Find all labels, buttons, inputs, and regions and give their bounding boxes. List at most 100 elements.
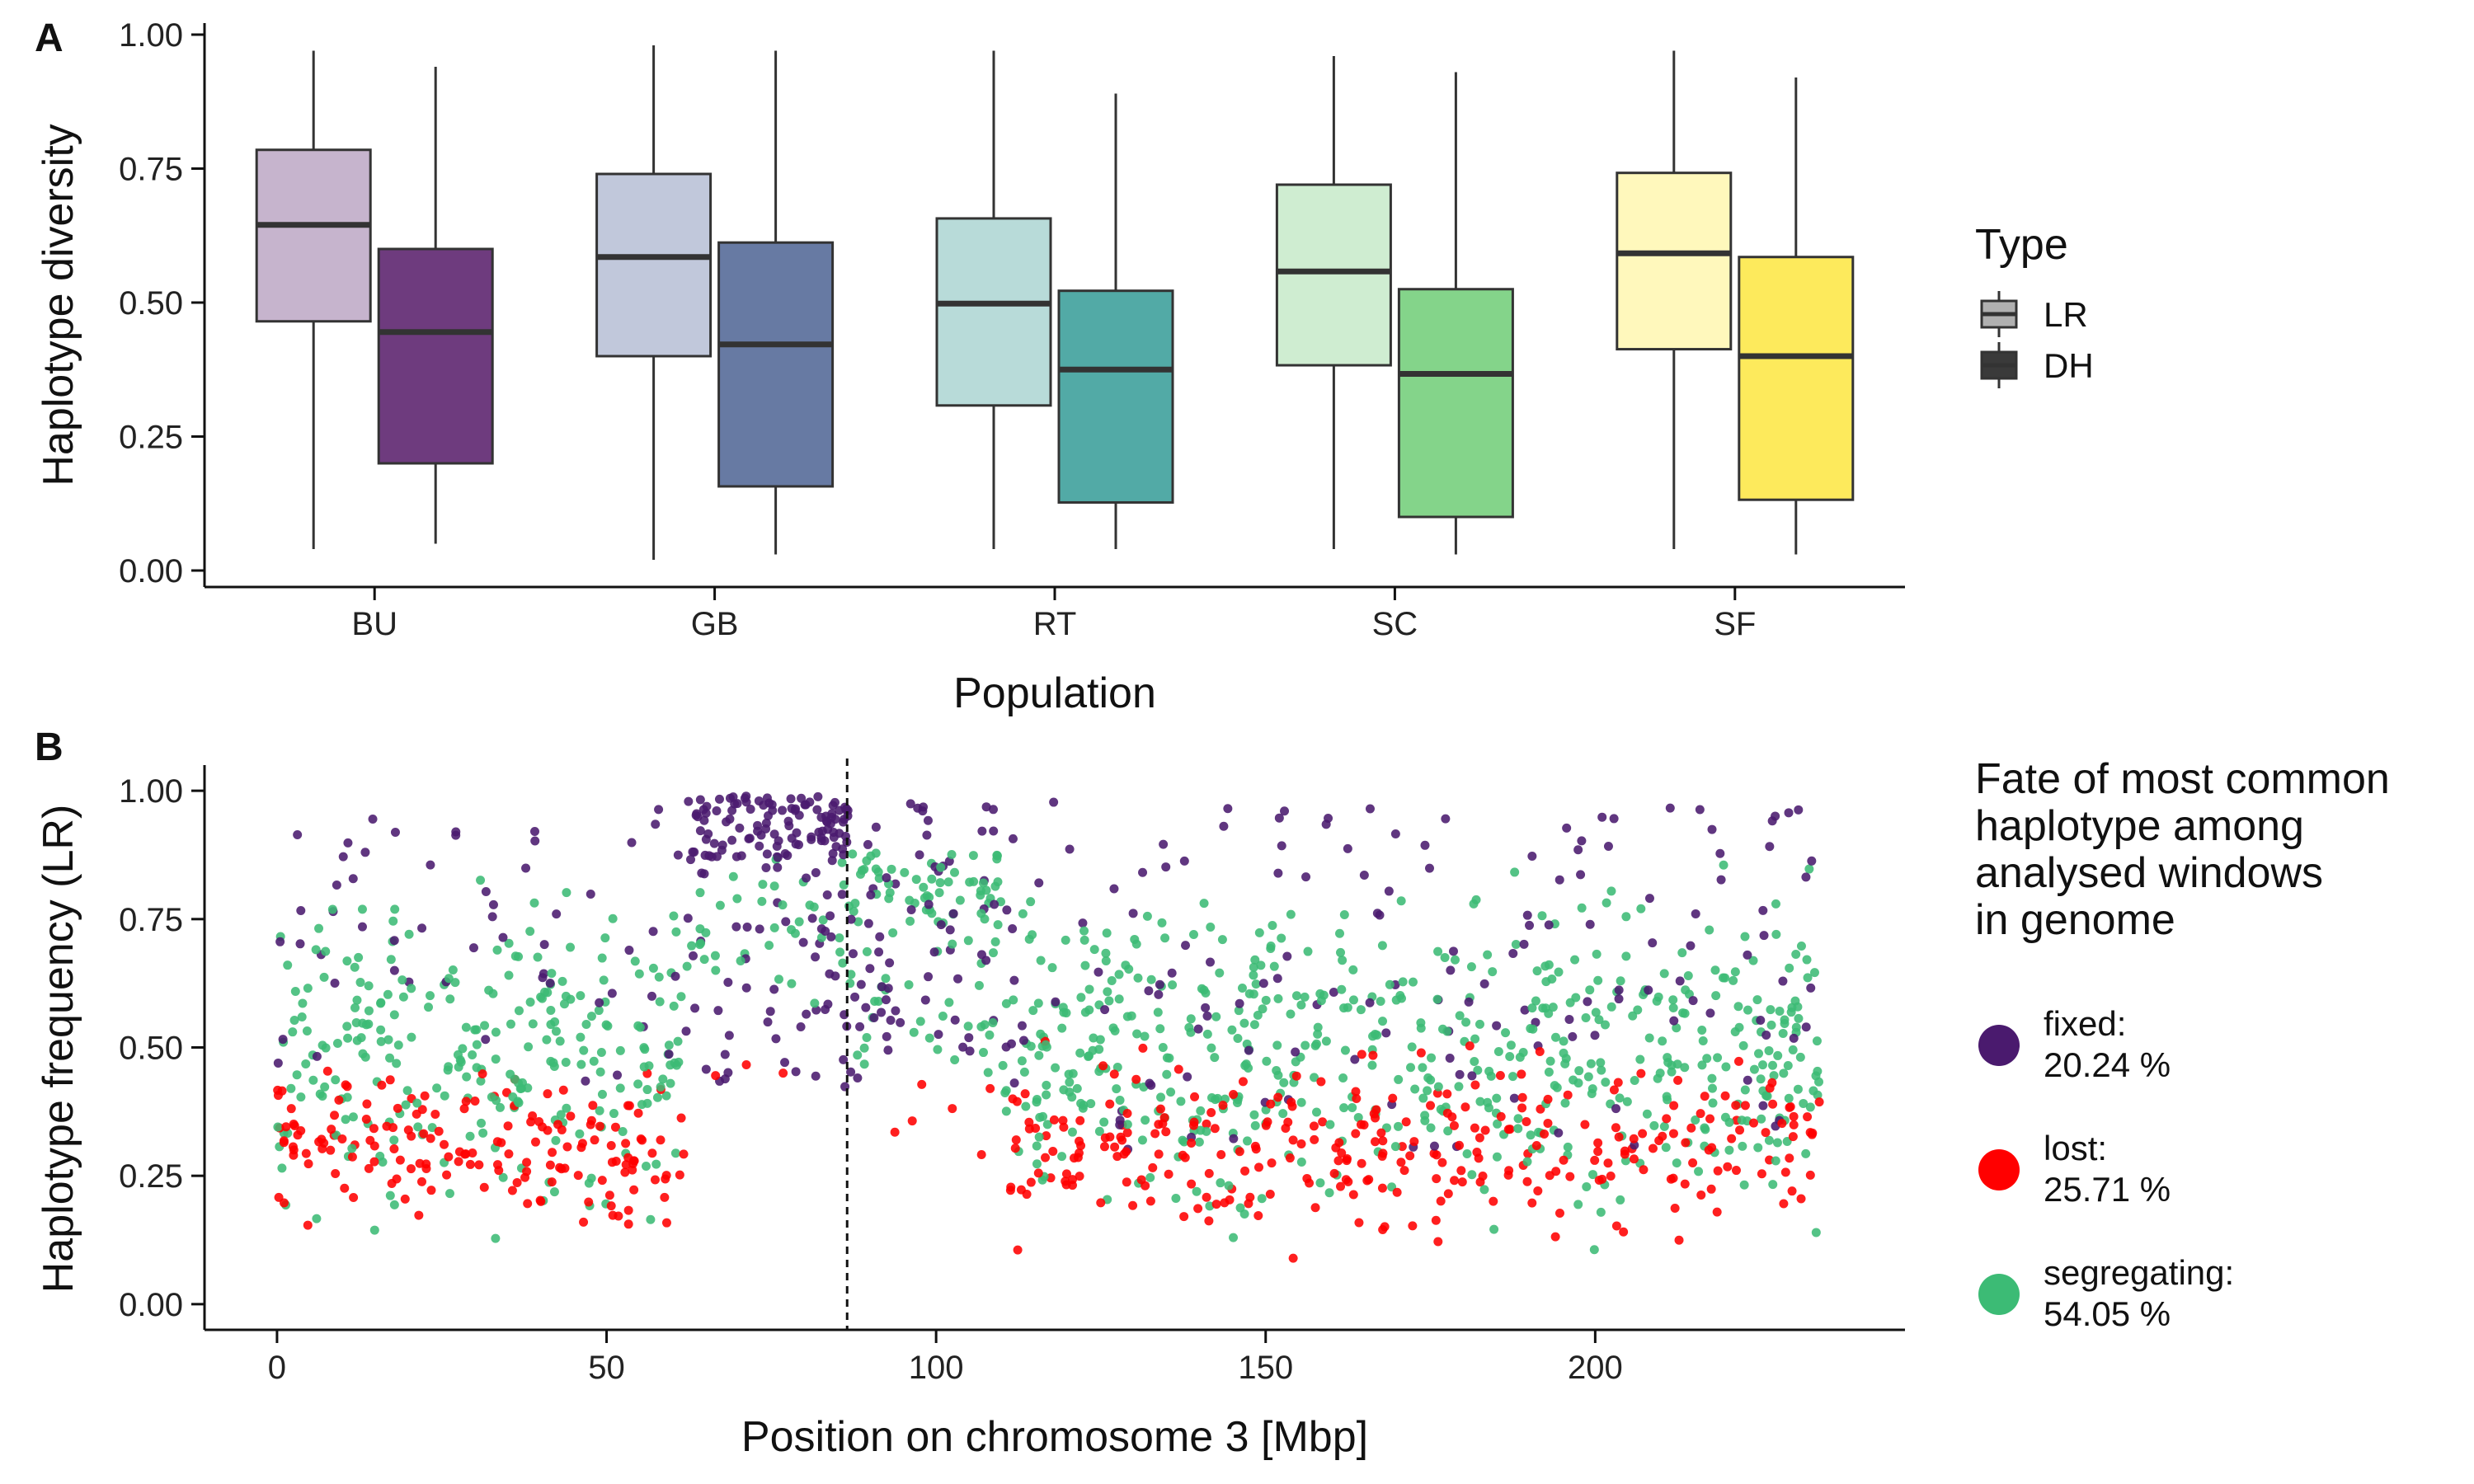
point-lost: [1309, 1121, 1319, 1131]
legend-dot-lost: [1978, 1149, 2020, 1190]
point-segregating: [769, 881, 779, 891]
point-fixed: [830, 815, 840, 824]
point-fixed: [695, 795, 705, 805]
point-segregating: [358, 1049, 368, 1059]
point-segregating: [900, 867, 910, 877]
point-fixed: [1138, 867, 1148, 877]
point-lost: [611, 1156, 621, 1166]
point-fixed: [330, 979, 340, 989]
point-lost: [1076, 1141, 1086, 1151]
point-fixed: [773, 862, 783, 872]
point-lost: [1141, 1181, 1150, 1190]
point-lost: [1061, 1169, 1071, 1179]
point-segregating: [1089, 1033, 1098, 1043]
point-fixed: [338, 852, 348, 862]
point-fixed: [923, 815, 933, 825]
point-segregating: [905, 916, 915, 926]
point-segregating: [710, 951, 720, 960]
point-lost: [1727, 1134, 1737, 1144]
point-segregating: [1234, 1006, 1244, 1016]
point-lost: [1713, 1166, 1723, 1176]
point-lost: [1261, 1120, 1271, 1130]
point-segregating: [1385, 979, 1395, 989]
point-segregating: [1072, 1083, 1082, 1093]
point-segregating: [990, 937, 1000, 946]
point-segregating: [1470, 1034, 1480, 1044]
point-fixed: [781, 917, 791, 927]
point-lost: [1455, 1140, 1465, 1150]
point-segregating: [1102, 928, 1112, 938]
point-fixed: [1467, 1071, 1477, 1081]
point-segregating: [478, 1128, 488, 1138]
point-lost: [1450, 1176, 1460, 1186]
point-segregating: [525, 927, 535, 937]
point-lost: [1211, 1200, 1221, 1209]
point-fixed: [885, 958, 895, 968]
panel-b-legend-label: lost:: [2044, 1129, 2107, 1167]
point-segregating: [1440, 952, 1450, 962]
point-segregating: [1749, 1064, 1759, 1074]
point-segregating: [988, 1018, 998, 1028]
point-segregating: [1296, 1158, 1306, 1167]
point-fixed: [539, 969, 548, 979]
point-lost: [1613, 1078, 1623, 1087]
point-segregating: [354, 952, 364, 962]
point-segregating: [935, 878, 945, 888]
point-segregating: [1585, 985, 1595, 995]
panel-b-x-tick-label: 50: [588, 1350, 625, 1386]
point-segregating: [1215, 968, 1225, 978]
panel-a-legend-keys: LR DH: [1980, 291, 2094, 388]
point-segregating: [332, 1038, 342, 1048]
point-segregating: [283, 960, 293, 970]
point-fixed: [786, 794, 796, 804]
point-fixed: [670, 971, 680, 981]
panel-b-y-tick-label: 0.50: [119, 1031, 183, 1067]
point-lost: [1543, 1094, 1553, 1104]
point-fixed: [390, 827, 400, 837]
point-fixed: [1759, 931, 1769, 941]
point-lost: [1580, 1120, 1590, 1129]
point-lost: [279, 1138, 289, 1148]
point-lost: [1220, 1198, 1230, 1208]
point-lost: [1267, 1158, 1277, 1168]
point-lost: [1460, 1102, 1470, 1112]
point-segregating: [871, 864, 881, 874]
point-segregating: [948, 939, 957, 949]
point-fixed: [915, 850, 924, 860]
point-lost: [454, 1147, 464, 1157]
point-segregating: [542, 1035, 552, 1045]
point-segregating: [736, 956, 745, 966]
point-segregating: [1079, 926, 1089, 936]
point-fixed: [802, 1009, 811, 1019]
point-segregating: [1473, 1065, 1483, 1075]
point-segregating: [1032, 1141, 1042, 1151]
point-lost: [573, 1171, 583, 1181]
point-segregating: [911, 875, 921, 885]
point-fixed: [936, 920, 946, 930]
point-lost: [1229, 1089, 1239, 1099]
point-lost: [1096, 1198, 1106, 1208]
point-segregating: [1418, 1093, 1428, 1103]
point-segregating: [1153, 1007, 1163, 1017]
point-segregating: [1794, 1013, 1804, 1023]
point-lost: [1042, 1131, 1051, 1141]
point-lost: [1351, 1087, 1361, 1097]
point-lost: [1662, 1114, 1672, 1124]
panel-b: B 0.00 0.25 0.50 0.75 1.00 0 50 100 150 200 Posi…: [35, 726, 2390, 1461]
point-fixed: [293, 830, 303, 840]
point-lost: [479, 1182, 489, 1192]
point-segregating: [444, 1062, 454, 1072]
point-fixed: [811, 952, 821, 962]
box-body: [1616, 171, 1733, 351]
point-fixed: [720, 1050, 730, 1059]
point-segregating: [1348, 995, 1358, 1005]
point-lost: [1206, 1108, 1216, 1118]
point-segregating: [695, 888, 705, 898]
point-segregating: [1339, 910, 1349, 920]
point-lost: [579, 1217, 589, 1227]
point-fixed: [840, 831, 850, 841]
point-fixed: [714, 794, 724, 804]
point-segregating: [342, 956, 352, 966]
point-lost: [277, 1086, 287, 1096]
point-segregating: [757, 896, 767, 906]
